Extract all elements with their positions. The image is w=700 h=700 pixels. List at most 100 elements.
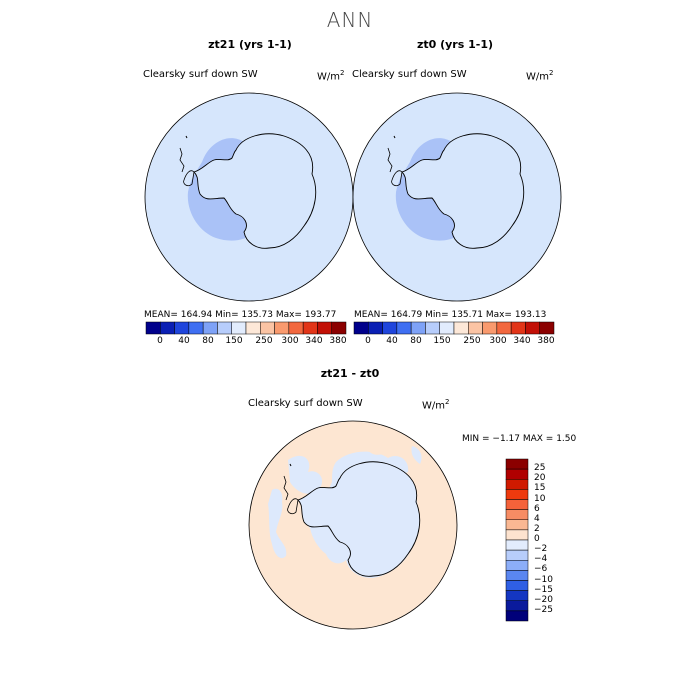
panel2-colorbar-swatch — [539, 321, 555, 335]
panel3-colorbar-tick-label: 2 — [534, 523, 540, 534]
panel1-units: W/m2 — [317, 69, 345, 83]
panel2-colorbar-swatch — [410, 321, 426, 335]
panel3-colorbar-swatch — [505, 499, 529, 510]
panel2-colorbar-tick-label: 150 — [433, 336, 451, 346]
panel3-colorbar-swatch — [505, 519, 529, 531]
panel3-colorbar-swatch — [505, 479, 529, 490]
figure-title: ANN — [326, 8, 374, 32]
panel1-colorbar-swatch — [245, 321, 261, 335]
panel3-colorbar-tick-label: 25 — [534, 463, 546, 474]
panel2-colorbar-tick-label: 380 — [537, 336, 555, 346]
panel3-colorbar-swatch — [505, 600, 529, 612]
panel3-colorbar-tick-label: 10 — [534, 493, 546, 504]
panel1-variable: Clearsky surf down SW — [143, 69, 258, 80]
panel2-colorbar-tick-label: 340 — [513, 336, 531, 346]
panel3-colorbar-swatch — [505, 468, 529, 480]
panel1-colorbar-swatch — [274, 321, 290, 335]
panel1-stats: MEAN= 164.94 Min= 135.73 Max= 193.77 — [144, 310, 337, 320]
panel1-colorbar-tick-label: 0 — [157, 336, 163, 346]
panel3-colorbar-tick-label: −6 — [534, 564, 548, 575]
panel2-colorbar-swatch — [368, 321, 383, 335]
panel1-colorbar-swatch — [174, 321, 190, 335]
panel2-colorbar-tick-label: 300 — [489, 336, 507, 346]
panel1-colorbar-swatch — [160, 321, 175, 335]
panel3-colorbar-swatch — [505, 570, 529, 581]
panel3-colorbar-tick-label: 4 — [534, 513, 540, 524]
panel1-colorbar-swatch — [202, 321, 218, 335]
panel1-title: zt21 (yrs 1-1) — [208, 38, 292, 51]
panel2-colorbar-tick-label: 40 — [386, 336, 398, 346]
panel1-colorbar-swatch — [302, 321, 318, 335]
panel3-colorbar-swatch — [505, 458, 529, 470]
panel3-colorbar-swatch — [505, 539, 529, 551]
panel2-colorbar-swatch — [510, 321, 526, 335]
panel2-colorbar-swatch — [453, 321, 469, 335]
panel3-colorbar-tick-label: −4 — [534, 554, 548, 565]
panel3-colorbar-labels: 25 20 15 10 6 4 2 0 −2 −4 −6 −10 −15 −20 −25 — [534, 459, 574, 621]
panel1-colorbar-swatch — [231, 321, 247, 335]
panel3-variable: Clearsky surf down SW — [248, 398, 363, 409]
panel3-colorbar-tick-label: −20 — [534, 594, 553, 605]
panel3-colorbar-tick-label: −25 — [534, 604, 553, 615]
panel3-title: zt21 - zt0 — [320, 367, 380, 380]
panel1-colorbar-swatch — [260, 321, 275, 335]
panel1-colorbar-swatch — [145, 321, 161, 335]
panel3-colorbar — [505, 458, 529, 622]
panel2-colorbar-tick-label: 250 — [463, 336, 481, 346]
panel2-colorbar-swatch — [525, 321, 540, 335]
panel2-colorbar-swatch — [382, 321, 398, 335]
antarctica-coastline — [193, 133, 317, 249]
panel2-colorbar-swatch — [353, 321, 369, 335]
panel2-colorbar-swatch — [482, 321, 498, 335]
panel2-colorbar-tick-label: 80 — [410, 336, 422, 346]
panel2-map — [352, 92, 562, 302]
panel3-colorbar-swatch — [505, 580, 529, 591]
antarctica-coastline — [401, 133, 525, 249]
panel1-colorbar-tick-label: 300 — [281, 336, 299, 346]
panel1-colorbar-tick-label: 250 — [255, 336, 273, 346]
panel1-colorbar-tick-label: 340 — [305, 336, 323, 346]
panel2-colorbar-swatch — [468, 321, 483, 335]
panel3-colorbar-swatch — [505, 529, 529, 541]
panel3-colorbar-tick-label: 6 — [534, 503, 540, 514]
panel2-title: zt0 (yrs 1-1) — [416, 38, 494, 51]
panel1-colorbar-tick-label: 80 — [202, 336, 214, 346]
panel2-stats: MEAN= 164.79 Min= 135.71 Max= 193.13 — [354, 310, 547, 320]
panel3-colorbar-tick-label: −2 — [534, 544, 548, 555]
panel2-units: W/m2 — [526, 69, 554, 83]
panel1-colorbar-tick-label: 150 — [225, 336, 243, 346]
panel3-colorbar-swatch — [505, 560, 529, 571]
panel2-variable: Clearsky surf down SW — [352, 69, 467, 80]
panel1-colorbar-tick-label: 40 — [178, 336, 190, 346]
panel2-colorbar-swatch — [439, 321, 455, 335]
panel1-map — [144, 92, 354, 302]
panel3-stats: MIN = −1.17 MAX = 1.50 — [462, 434, 577, 444]
panel2-colorbar-swatch — [396, 321, 412, 335]
panel2-colorbar-swatch — [425, 321, 440, 335]
panel3-colorbar-swatch — [505, 610, 529, 622]
panel2-colorbar-swatch — [496, 321, 512, 335]
panel1-colorbar-swatch — [288, 321, 304, 335]
panel1-colorbar-tick-label: 380 — [329, 336, 347, 346]
panel3-colorbar-swatch — [505, 590, 529, 601]
panel2-colorbar-tick-label: 0 — [365, 336, 371, 346]
panel3-colorbar-swatch — [505, 509, 529, 520]
panel3-colorbar-tick-label: 0 — [534, 534, 540, 544]
panel1-colorbar-swatch — [188, 321, 204, 335]
panel3-colorbar-tick-label: 15 — [534, 483, 546, 494]
panel2-colorbar-labels: 0 40 80 150 250 300 340 380 — [354, 336, 554, 348]
panel1-colorbar-swatch — [217, 321, 232, 335]
panel1-colorbar-swatch — [331, 321, 347, 335]
panel1-colorbar-swatch — [317, 321, 332, 335]
panel3-colorbar-swatch — [505, 489, 529, 500]
antarctica-coastline — [297, 461, 421, 577]
panel3-colorbar-tick-label: −15 — [534, 584, 553, 595]
panel3-map — [248, 420, 458, 630]
panel3-colorbar-tick-label: 20 — [534, 473, 546, 484]
panel3-units: W/m2 — [422, 398, 450, 412]
panel1-colorbar-labels: 0 40 80 150 250 300 340 380 — [146, 336, 346, 348]
panel2-colorbar — [353, 321, 555, 335]
panel1-colorbar — [145, 321, 347, 335]
panel3-colorbar-swatch — [505, 549, 529, 561]
panel3-colorbar-tick-label: −10 — [534, 574, 553, 585]
